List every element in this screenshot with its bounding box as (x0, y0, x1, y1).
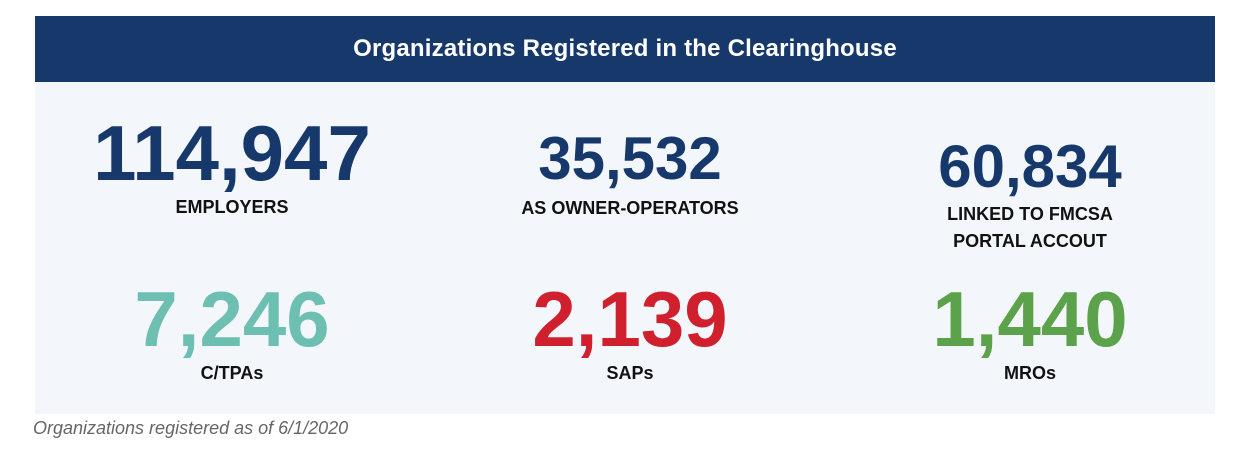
employers-label: EMPLOYERS (175, 197, 289, 217)
stat-linked-fmcsa: 60,834 LINKED TO FMCSA PORTAL ACCOUT (840, 137, 1220, 255)
saps-value: 2,139 (532, 275, 728, 363)
stat-employers: 114,947 EMPLOYERS (42, 114, 422, 221)
mros-label: MROs (1003, 363, 1056, 383)
stat-saps: 2,139 SAPs (440, 280, 820, 387)
footnote: Organizations registered as of 6/1/2020 (33, 418, 349, 438)
stat-owner-operators: 35,532 AS OWNER-OPERATORS (440, 129, 820, 222)
panel-title: Organizations Registered in the Clearing… (353, 35, 897, 62)
ctpas-label: C/TPAs (200, 363, 264, 383)
owner-operators-value: 35,532 (538, 125, 722, 192)
linked-label: LINKED TO FMCSA PORTAL ACCOUT (947, 204, 1113, 251)
stat-mros: 1,440 MROs (840, 280, 1220, 387)
stat-ctpas: 7,246 C/TPAs (42, 280, 422, 387)
employers-value: 114,947 (93, 109, 371, 197)
stats-panel: Organizations Registered in the Clearing… (35, 16, 1215, 414)
linked-value: 60,834 (938, 133, 1122, 200)
ctpas-value: 7,246 (134, 275, 330, 363)
mros-value: 1,440 (932, 275, 1128, 363)
panel-header: Organizations Registered in the Clearing… (35, 16, 1215, 82)
owner-operators-label: AS OWNER-OPERATORS (521, 198, 739, 218)
saps-label: SAPs (606, 363, 654, 383)
